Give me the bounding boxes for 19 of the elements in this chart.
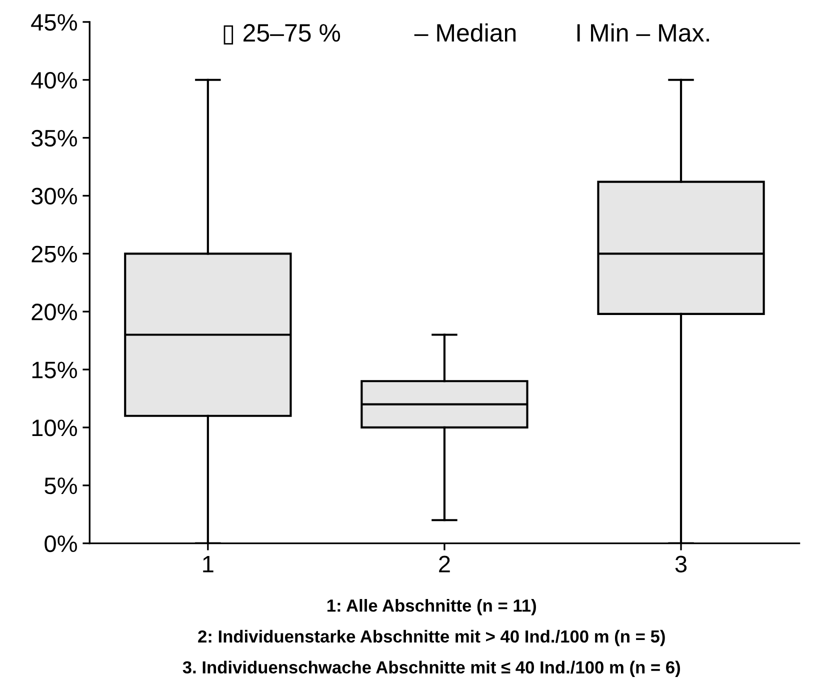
annotation: I Min – Max. bbox=[577, 23, 709, 42]
annotation: ▯ 25–75 % bbox=[224, 24, 340, 44]
y-tick-label: 45% bbox=[31, 14, 77, 31]
text: 1: Alle Abschnitte (n = 11) bbox=[327, 599, 536, 616]
y-tick-label: 35% bbox=[31, 130, 77, 147]
y-tick-label: 30% bbox=[31, 188, 77, 205]
y-tick-label: 40% bbox=[31, 72, 77, 89]
y-tick-label: 5% bbox=[44, 478, 77, 494]
y-tick-label: 10% bbox=[32, 420, 77, 436]
text: 2: Individuenstarke Abschnitte mit > 40 Ind./100 m (n = 5) bbox=[198, 630, 665, 646]
y-tick-label: 15% bbox=[32, 362, 77, 378]
annotation: – Median bbox=[414, 23, 516, 42]
y-tick-label: 20% bbox=[32, 304, 77, 320]
x-tick-label: 3 bbox=[675, 556, 687, 572]
y-tick-label: 25% bbox=[32, 246, 77, 262]
y-tick-label: 0% bbox=[44, 535, 77, 552]
text: 3. Individuenschwache Abschnitte mit ≤ 40 Ind./100 m (n = 6) bbox=[182, 660, 680, 677]
x-tick-label: 1 bbox=[203, 556, 214, 572]
x-tick-label: 2 bbox=[439, 556, 450, 572]
